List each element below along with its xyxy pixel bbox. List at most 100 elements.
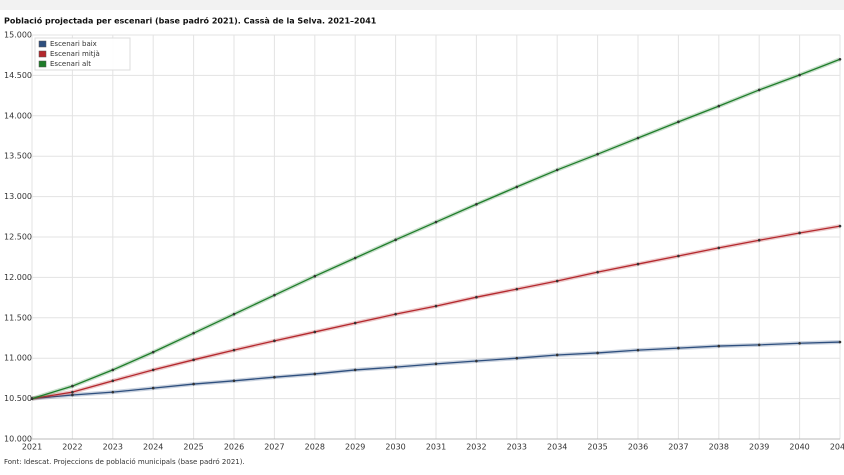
point — [273, 293, 276, 297]
x-tick-label: 2027 — [264, 443, 284, 452]
point — [353, 321, 357, 325]
point — [30, 397, 34, 400]
point — [475, 359, 478, 363]
point — [151, 386, 155, 390]
point — [636, 136, 640, 140]
legend-swatch — [38, 50, 47, 58]
point — [757, 238, 761, 242]
point — [677, 346, 680, 350]
legend-label: Escenari mitjà — [50, 50, 100, 58]
point — [677, 120, 680, 124]
y-tick-label: 14.000 — [4, 111, 32, 120]
grid: 10.000 10.500 11.000 11.500 12.000 12.500 13.0… — [4, 31, 844, 452]
point — [757, 88, 761, 92]
x-tick-label: 2026 — [224, 443, 244, 452]
point — [111, 379, 115, 383]
y-tick-label: 11.500 — [4, 313, 32, 322]
point — [515, 356, 519, 360]
point — [232, 379, 236, 383]
x-tick-label: 2031 — [426, 443, 446, 452]
point — [636, 348, 640, 352]
point — [71, 393, 74, 397]
point — [111, 390, 115, 394]
point — [677, 254, 680, 258]
point — [757, 343, 761, 347]
point — [434, 362, 438, 366]
point — [798, 341, 801, 345]
point — [555, 279, 559, 283]
point — [838, 57, 842, 61]
point — [838, 224, 842, 228]
point — [596, 152, 599, 156]
y-tick-label: 11.000 — [4, 354, 32, 363]
point — [717, 246, 721, 250]
point — [273, 375, 276, 379]
point — [394, 365, 397, 369]
lines — [30, 57, 842, 401]
point — [555, 168, 559, 172]
x-tick-label: 2040 — [789, 443, 809, 452]
point — [717, 344, 721, 348]
x-tick-label: 2039 — [749, 443, 769, 452]
x-tick-label: 2021 — [22, 443, 42, 452]
point — [353, 368, 357, 372]
point — [313, 330, 317, 334]
point — [475, 202, 478, 206]
point — [798, 73, 801, 77]
point — [71, 390, 74, 394]
point — [192, 358, 195, 362]
x-tick-label: 2023 — [103, 443, 123, 452]
x-tick-label: 2024 — [143, 443, 163, 452]
x-tick-label: 2032 — [466, 443, 486, 452]
legend: Escenari baix Escenari mitjà Escenari alt — [34, 37, 131, 71]
x-tick-label: 2033 — [507, 443, 527, 452]
point — [636, 262, 640, 266]
point — [232, 348, 236, 352]
y-tick-label: 10.500 — [4, 394, 32, 403]
point — [515, 287, 519, 291]
point — [313, 372, 317, 376]
y-tick-label: 15.000 — [4, 31, 32, 40]
point — [313, 274, 317, 278]
point — [394, 238, 397, 242]
point — [353, 256, 357, 260]
point — [434, 220, 438, 224]
legend-label: Escenari alt — [50, 60, 91, 68]
point — [838, 340, 842, 344]
x-tick-label: 2029 — [345, 443, 365, 452]
point — [717, 104, 721, 108]
point — [596, 351, 599, 355]
x-tick-label: 2036 — [628, 443, 648, 452]
point — [273, 339, 276, 343]
point — [515, 185, 519, 189]
point — [111, 368, 115, 372]
top-bar — [0, 0, 844, 10]
point — [434, 304, 438, 308]
x-tick-label: 2037 — [668, 443, 688, 452]
point — [232, 312, 236, 316]
point — [151, 368, 155, 372]
point — [151, 350, 155, 354]
legend-swatch — [38, 60, 47, 68]
point — [798, 231, 801, 235]
x-tick-label: 2030 — [385, 443, 405, 452]
x-tick-label: 2022 — [62, 443, 82, 452]
y-tick-label: 12.000 — [4, 273, 32, 282]
point — [192, 382, 195, 386]
x-tick-label: 2034 — [547, 443, 567, 452]
x-tick-label: 2028 — [305, 443, 325, 452]
x-tick-label: 2041 — [830, 443, 844, 452]
point — [475, 295, 478, 299]
point — [192, 331, 195, 335]
x-tick-label: 2035 — [587, 443, 607, 452]
y-tick-label: 13.500 — [4, 152, 32, 161]
chart-title: Població projectada per escenari (base p… — [4, 16, 377, 26]
point — [596, 270, 599, 274]
point — [71, 384, 74, 388]
point — [394, 312, 397, 316]
x-tick-label: 2038 — [709, 443, 729, 452]
source-note: Font: Idescat. Projeccions de població m… — [4, 458, 245, 466]
x-tick-label: 2025 — [183, 443, 203, 452]
legend-label: Escenari baix — [50, 40, 97, 48]
